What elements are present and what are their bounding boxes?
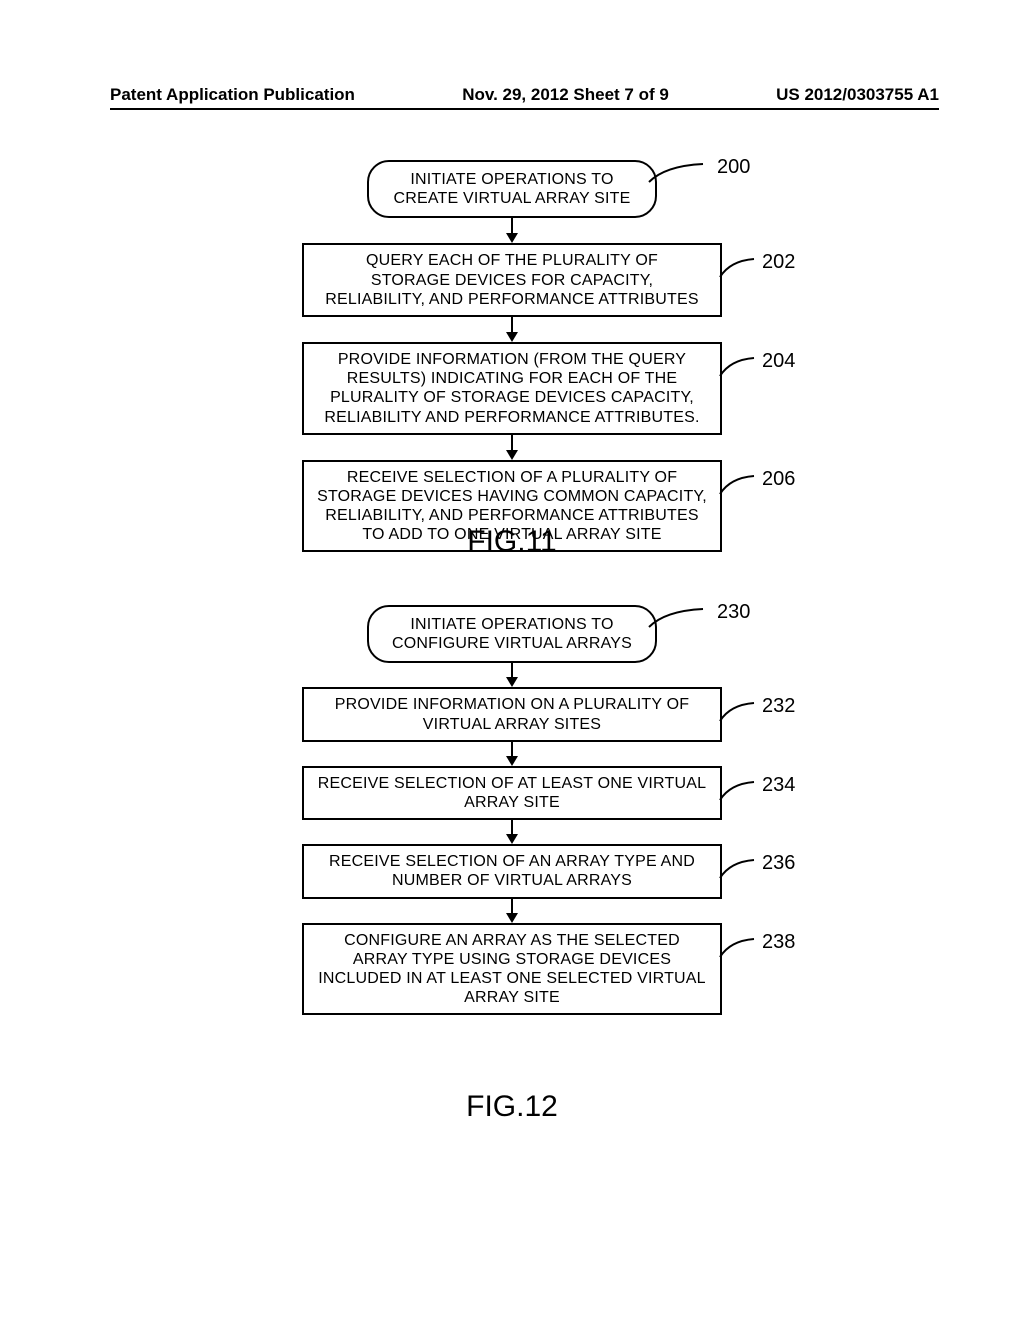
ref-label-200: 200 <box>717 156 750 179</box>
header-left: Patent Application Publication <box>110 85 355 105</box>
node-box-200: INITIATE OPERATIONS TOCREATE VIRTUAL ARR… <box>367 160 657 218</box>
node-box-204: PROVIDE INFORMATION (FROM THE QUERYRESUL… <box>302 342 722 435</box>
flowchart-fig12: INITIATE OPERATIONS TOCONFIGURE VIRTUAL … <box>0 605 1024 1015</box>
node-box-230: INITIATE OPERATIONS TOCONFIGURE VIRTUAL … <box>367 605 657 663</box>
ref-connector-236 <box>720 860 754 883</box>
flowchart-node-234: RECEIVE SELECTION OF AT LEAST ONE VIRTUA… <box>302 766 722 820</box>
ref-connector-200 <box>649 164 703 187</box>
arrow-down-icon <box>506 899 518 923</box>
page-header: Patent Application Publication Nov. 29, … <box>110 85 939 110</box>
figure-12-label: FIG.12 <box>466 1090 558 1124</box>
arrow-down-icon <box>506 218 518 243</box>
ref-connector-204 <box>720 358 754 381</box>
ref-connector-202 <box>720 259 754 282</box>
node-box-238: CONFIGURE AN ARRAY AS THE SELECTEDARRAY … <box>302 923 722 1016</box>
arrow-down-icon <box>506 820 518 844</box>
flowchart-node-232: PROVIDE INFORMATION ON A PLURALITY OFVIR… <box>302 687 722 741</box>
flowchart-node-202: QUERY EACH OF THE PLURALITY OFSTORAGE DE… <box>302 243 722 317</box>
arrow-down-icon <box>506 317 518 342</box>
flowchart-fig11: INITIATE OPERATIONS TOCREATE VIRTUAL ARR… <box>0 160 1024 552</box>
ref-label-230: 230 <box>717 601 750 624</box>
node-box-202: QUERY EACH OF THE PLURALITY OFSTORAGE DE… <box>302 243 722 317</box>
node-box-232: PROVIDE INFORMATION ON A PLURALITY OFVIR… <box>302 687 722 741</box>
node-box-234: RECEIVE SELECTION OF AT LEAST ONE VIRTUA… <box>302 766 722 820</box>
ref-connector-232 <box>720 703 754 726</box>
ref-connector-238 <box>720 939 754 962</box>
ref-label-204: 204 <box>762 350 795 373</box>
flowchart-node-238: CONFIGURE AN ARRAY AS THE SELECTEDARRAY … <box>302 923 722 1016</box>
ref-label-236: 236 <box>762 852 795 875</box>
header-right: US 2012/0303755 A1 <box>776 85 939 105</box>
ref-connector-206 <box>720 476 754 499</box>
ref-connector-234 <box>720 782 754 805</box>
flowchart-node-200: INITIATE OPERATIONS TOCREATE VIRTUAL ARR… <box>367 160 657 218</box>
ref-label-234: 234 <box>762 774 795 797</box>
arrow-down-icon <box>506 435 518 460</box>
ref-label-238: 238 <box>762 931 795 954</box>
node-box-236: RECEIVE SELECTION OF AN ARRAY TYPE ANDNU… <box>302 844 722 898</box>
arrow-down-icon <box>506 663 518 687</box>
flowchart-node-230: INITIATE OPERATIONS TOCONFIGURE VIRTUAL … <box>367 605 657 663</box>
flowchart-node-204: PROVIDE INFORMATION (FROM THE QUERYRESUL… <box>302 342 722 435</box>
arrow-down-icon <box>506 742 518 766</box>
header-center: Nov. 29, 2012 Sheet 7 of 9 <box>462 85 669 105</box>
ref-label-232: 232 <box>762 695 795 718</box>
ref-label-202: 202 <box>762 251 795 274</box>
ref-label-206: 206 <box>762 468 795 491</box>
ref-connector-230 <box>649 609 703 632</box>
flowchart-node-236: RECEIVE SELECTION OF AN ARRAY TYPE ANDNU… <box>302 844 722 898</box>
figure-11-label: FIG.11 <box>467 525 556 559</box>
